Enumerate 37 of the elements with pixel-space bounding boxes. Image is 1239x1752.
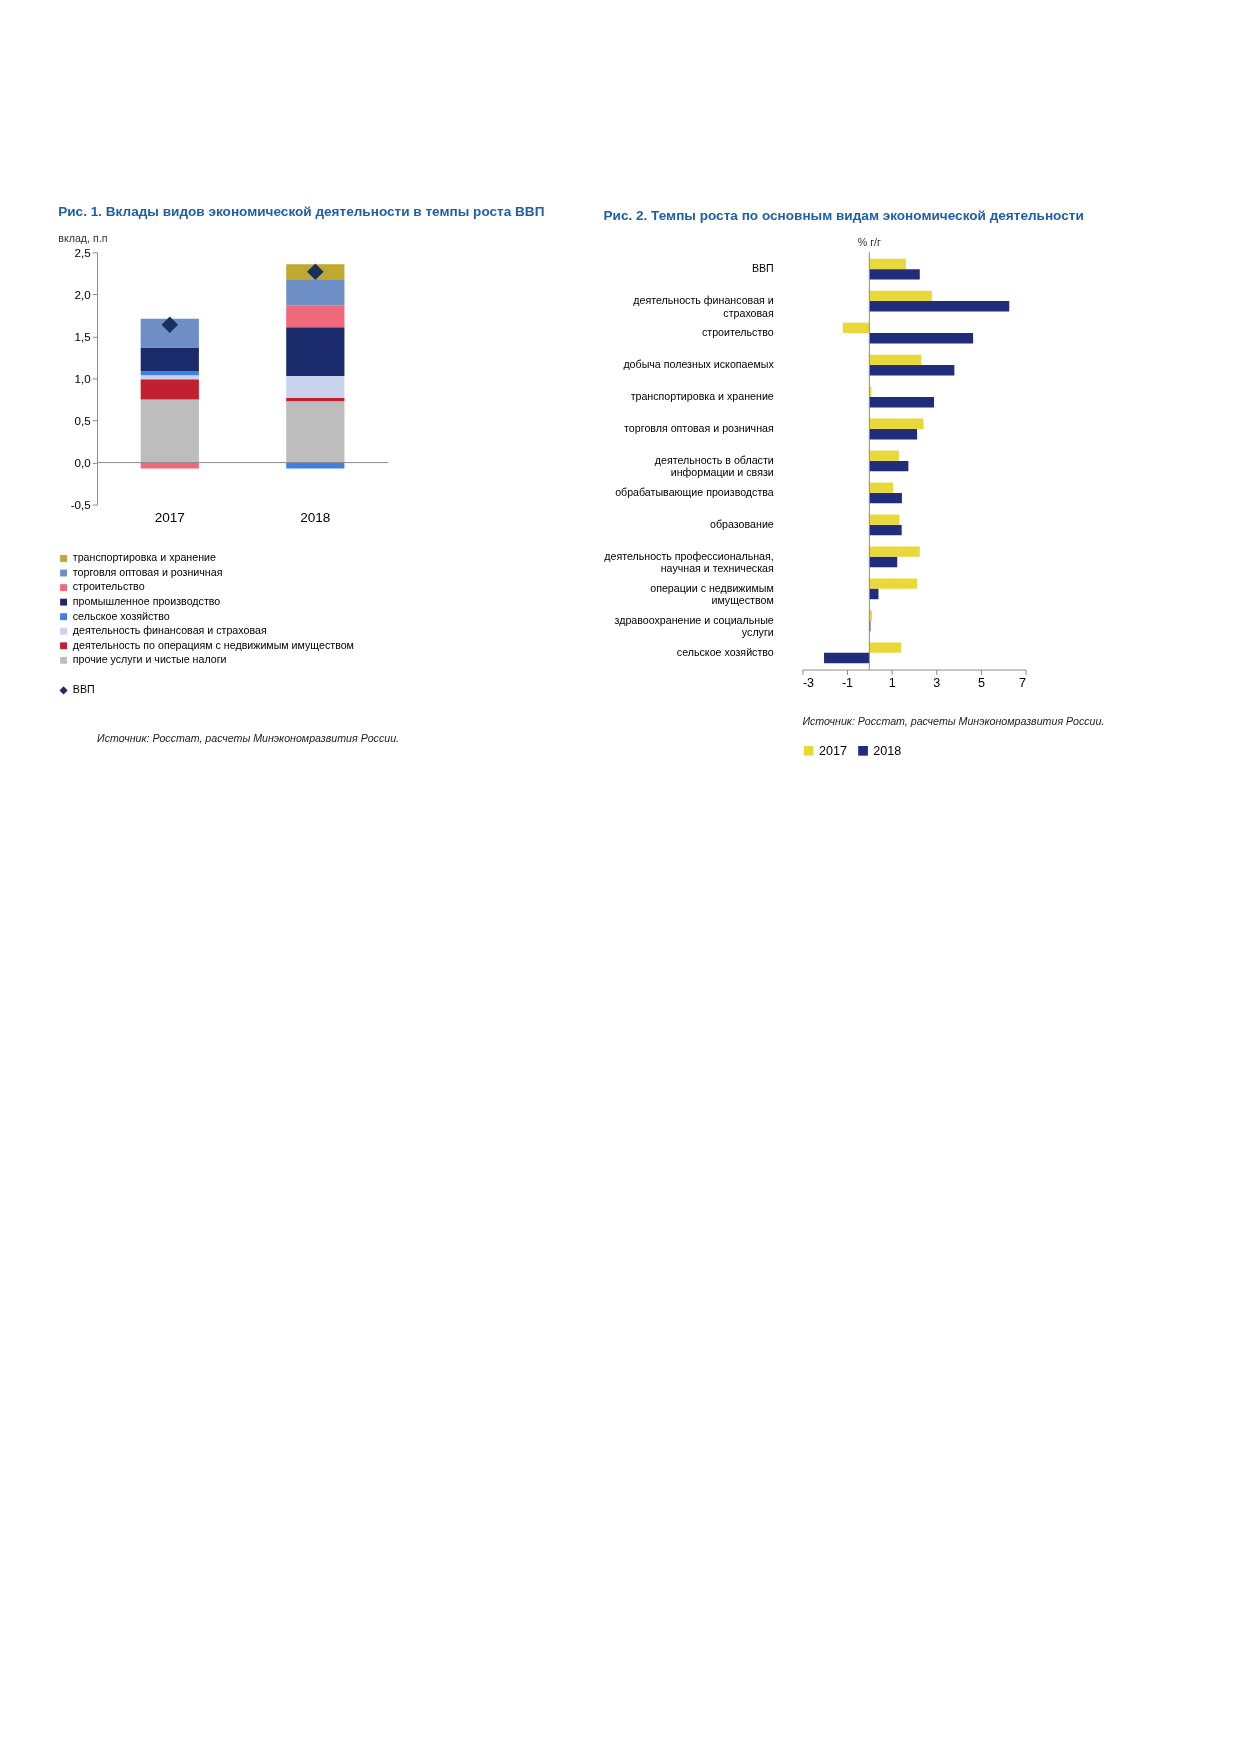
legend-label: прочие услуги и чистые налоги: [72, 653, 227, 666]
y-tick-label: 2,5: [74, 245, 91, 259]
y-axis-title: вклад, п.п: [58, 231, 108, 244]
x-tick-label: 1: [888, 675, 896, 690]
x-tick-label: -3: [802, 675, 815, 690]
y-tick-label: деятельность финансовая и страховая: [633, 294, 774, 319]
legend-label: деятельность по операциям с недвижимым имуществом: [72, 638, 354, 651]
y-tick-label: деятельность в области информации и связи: [654, 453, 774, 479]
chart-title: Рис. 2. Темпы роста по основным видам экономической деятельности: [603, 208, 1084, 224]
chart-title: Рис. 1. Вклады видов экономической деятельности в темпы роста ВВП: [58, 204, 545, 220]
legend-label: промышленное производство: [72, 595, 221, 608]
y-tick-label: 0,0: [74, 455, 92, 469]
y-tick-label: торговля оптовая и розничная: [624, 421, 774, 434]
y-tick-label: 0,5: [74, 413, 91, 427]
y-tick-label: операции с недвижимым имуществом: [650, 581, 774, 607]
y-tick-label: -0,5: [70, 497, 91, 511]
y-tick-label: строительство: [701, 325, 774, 338]
y-tick-label: 1,0: [74, 371, 92, 385]
y-tick-label: ВВП: [751, 262, 774, 275]
y-tick-label: 2,0: [74, 287, 92, 301]
x-tick-label: 3: [933, 675, 941, 690]
y-tick-label: добыча полезных ископаемых: [623, 357, 775, 370]
y-tick-label: сельское хозяйство: [676, 645, 774, 658]
x-tick-label: 5: [977, 675, 985, 690]
y-tick-label: здравоохранение и социальные услуги: [614, 613, 774, 639]
x-tick-label: 7: [1019, 675, 1027, 690]
legend-label: 2018: [873, 743, 902, 758]
y-tick-label: образование: [710, 517, 774, 530]
y-tick-label: деятельность профессиональная, научная и техническая: [604, 549, 774, 575]
x-tick-label: -1: [841, 675, 854, 690]
text: Источник: Росстат, расчеты Минэкономразвития России.: [97, 732, 400, 745]
y-tick-label: 1,5: [74, 329, 91, 343]
text: Источник: Росстат, расчеты Минэкономразвития России.: [802, 714, 1105, 727]
x-axis-title: % г/г: [857, 235, 882, 248]
y-tick-label: обрабатывающие производства: [615, 485, 774, 498]
y-tick-label: транспортировка и хранение: [630, 389, 774, 402]
legend-label: 2017: [818, 743, 847, 758]
